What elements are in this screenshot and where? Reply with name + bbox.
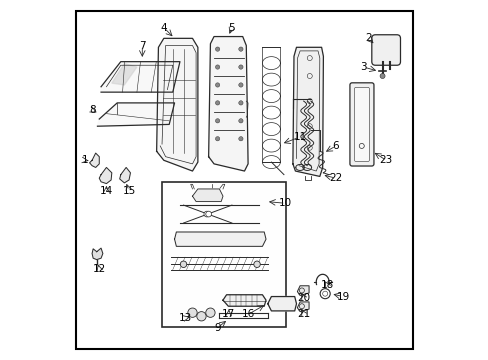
Text: 16: 16 — [241, 310, 254, 319]
Polygon shape — [174, 232, 265, 246]
Text: 3: 3 — [360, 62, 366, 72]
Polygon shape — [292, 47, 323, 176]
Text: 6: 6 — [332, 141, 339, 151]
Text: 2: 2 — [365, 33, 371, 43]
Text: 12: 12 — [92, 264, 106, 274]
Circle shape — [253, 261, 260, 267]
Circle shape — [238, 65, 243, 69]
FancyBboxPatch shape — [371, 35, 400, 65]
Circle shape — [187, 308, 197, 318]
Circle shape — [205, 211, 211, 217]
Text: 19: 19 — [336, 292, 349, 302]
Circle shape — [238, 136, 243, 141]
Polygon shape — [223, 295, 265, 306]
Polygon shape — [267, 297, 296, 311]
Circle shape — [238, 47, 243, 51]
Polygon shape — [297, 302, 308, 312]
Circle shape — [238, 83, 243, 87]
Text: 11: 11 — [293, 132, 306, 142]
Text: 21: 21 — [296, 309, 310, 319]
FancyBboxPatch shape — [349, 83, 373, 166]
Polygon shape — [89, 153, 99, 167]
Polygon shape — [99, 167, 112, 184]
Circle shape — [379, 73, 384, 78]
Text: 7: 7 — [139, 41, 145, 50]
Text: 13: 13 — [178, 313, 192, 323]
Circle shape — [215, 136, 219, 141]
Circle shape — [215, 65, 219, 69]
Circle shape — [203, 211, 209, 217]
Polygon shape — [101, 62, 180, 92]
Circle shape — [196, 312, 206, 321]
Polygon shape — [208, 37, 247, 171]
Polygon shape — [97, 103, 174, 126]
Text: 9: 9 — [214, 323, 221, 333]
Text: 22: 22 — [328, 173, 342, 183]
Text: 10: 10 — [279, 198, 292, 208]
Circle shape — [238, 119, 243, 123]
Text: 18: 18 — [320, 280, 333, 290]
Circle shape — [215, 101, 219, 105]
Text: 15: 15 — [122, 186, 135, 196]
Text: 20: 20 — [297, 293, 309, 303]
Text: 1: 1 — [81, 155, 88, 165]
Circle shape — [205, 308, 215, 318]
Polygon shape — [156, 39, 198, 171]
FancyBboxPatch shape — [354, 87, 368, 161]
Text: 8: 8 — [89, 105, 95, 115]
Text: 4: 4 — [160, 23, 167, 33]
Circle shape — [215, 47, 219, 51]
Text: 17: 17 — [222, 309, 235, 319]
Text: 23: 23 — [379, 155, 392, 165]
Circle shape — [180, 261, 186, 267]
Polygon shape — [120, 167, 130, 183]
Polygon shape — [297, 286, 308, 296]
Circle shape — [215, 83, 219, 87]
Circle shape — [238, 101, 243, 105]
Polygon shape — [92, 248, 102, 260]
Text: 14: 14 — [100, 186, 113, 197]
Text: 5: 5 — [228, 23, 235, 33]
Circle shape — [215, 119, 219, 123]
Polygon shape — [192, 189, 223, 202]
Polygon shape — [112, 63, 137, 85]
Bar — [162, 182, 285, 327]
